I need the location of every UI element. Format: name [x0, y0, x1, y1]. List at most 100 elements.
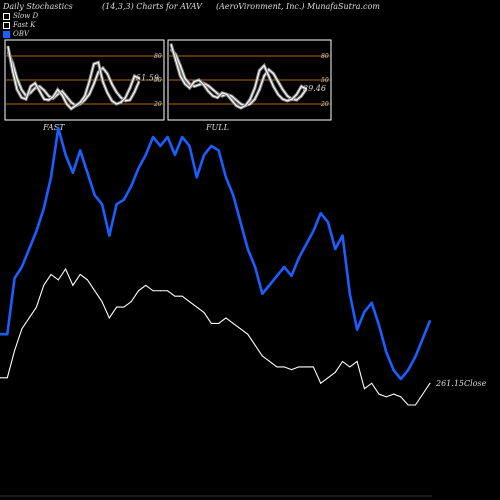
price-point: [123, 306, 125, 308]
price-point: [181, 295, 183, 297]
fast-stochastic-point: [189, 83, 191, 85]
slow-stochastic-point: [66, 103, 68, 105]
slow-stochastic-point: [52, 96, 54, 98]
slow-stochastic-point: [29, 85, 32, 87]
price-point: [269, 360, 271, 362]
slow-stochastic-point: [88, 81, 90, 83]
obv-point: [93, 194, 96, 197]
fast-stochastic-tick-label: 80: [321, 53, 329, 60]
price-point: [378, 393, 380, 395]
slow-stochastic-point: [84, 95, 86, 97]
obv-point: [130, 185, 132, 188]
price-point: [0, 377, 1, 379]
slow-stochastic-point: [57, 89, 59, 91]
fast-stochastic-point: [184, 77, 186, 79]
price-point: [174, 295, 176, 297]
slow-stochastic-point: [34, 87, 36, 89]
price-point: [363, 388, 365, 390]
slow-stochastic-point: [124, 100, 127, 102]
slow-stochastic-tick-label: 20: [153, 101, 162, 108]
fast-stochastic-point: [263, 75, 265, 77]
fast-stochastic-point: [277, 81, 279, 83]
fast-stochastic-point: [300, 95, 302, 97]
price-point: [57, 279, 59, 281]
obv-point: [159, 145, 162, 147]
slow-stochastic-point: [20, 89, 23, 91]
price-point: [385, 396, 387, 398]
slow-stochastic-point: [88, 93, 90, 95]
fast-stochastic-point: [300, 85, 302, 87]
obv-point: [254, 266, 256, 268]
fast-stochastic-point: [263, 65, 265, 67]
price-point: [422, 393, 424, 395]
slow-stochastic-point: [115, 91, 118, 93]
price-point: [298, 366, 300, 368]
slow-stochastic-point: [133, 91, 136, 93]
obv-point: [341, 234, 344, 237]
obv-point: [312, 230, 315, 232]
fast-stochastic-value-label: 39.46: [303, 84, 326, 93]
fast-stochastic-point: [216, 97, 219, 99]
fast-stochastic-point: [268, 69, 270, 71]
obv-point: [276, 275, 278, 277]
slow-stochastic-point: [97, 71, 99, 73]
fast-stochastic-point: [282, 89, 284, 91]
chart-header-center: (14,3,3) Charts for AVAV: [102, 2, 202, 11]
obv-point: [334, 248, 337, 250]
obv-point: [115, 203, 118, 205]
slow-stochastic-point: [84, 99, 86, 101]
price-point: [35, 306, 37, 308]
obv-point: [378, 324, 380, 327]
price-point: [167, 290, 169, 292]
slow-stochastic-point: [70, 108, 72, 110]
price-point: [414, 404, 416, 406]
price-point: [116, 306, 118, 308]
slow-stochastic-point: [29, 92, 32, 94]
fast-stochastic-point: [193, 85, 195, 87]
fast-stochastic-point: [296, 99, 298, 101]
obv-point: [152, 136, 154, 138]
fast-stochastic-point: [202, 84, 205, 86]
slow-stochastic-point: [133, 75, 136, 77]
fast-stochastic-point: [212, 95, 214, 97]
price-point: [305, 366, 307, 368]
price-point: [276, 366, 278, 368]
fast-stochastic-bottom-label: FULL: [205, 123, 229, 132]
fast-stochastic-point: [221, 95, 223, 97]
slow-stochastic-point: [129, 87, 131, 89]
obv-point: [86, 172, 89, 174]
price-point: [196, 306, 198, 308]
slow-stochastic-point: [43, 98, 45, 100]
price-point: [210, 322, 212, 324]
slow-stochastic-point: [120, 101, 122, 103]
fast-stochastic-point: [216, 93, 219, 95]
price-point: [218, 322, 220, 324]
obv-point: [64, 154, 67, 156]
price-point: [400, 396, 402, 398]
obv-point: [21, 266, 23, 268]
price-point: [6, 377, 8, 379]
price-point: [72, 284, 74, 286]
price-point: [188, 301, 190, 303]
obv-point: [298, 257, 300, 259]
obv-point: [35, 230, 38, 232]
slow-stochastic-point: [61, 90, 63, 92]
fast-stochastic-point: [249, 103, 251, 105]
fast-stochastic-point: [282, 98, 284, 100]
slow-stochastic-point: [106, 73, 108, 75]
fast-stochastic-point: [221, 92, 223, 94]
legend-swatch-fast-k: [3, 21, 10, 29]
slow-stochastic-point: [57, 93, 59, 95]
obv-point: [42, 207, 45, 210]
price-point: [349, 366, 351, 368]
price-point: [312, 366, 314, 368]
obv-point: [363, 310, 366, 313]
obv-point: [239, 221, 242, 223]
fast-stochastic-point: [235, 99, 237, 101]
obv-point: [210, 145, 213, 147]
obv-point: [407, 369, 409, 371]
fast-stochastic-point: [193, 81, 195, 83]
price-point: [254, 344, 256, 346]
fast-stochastic-point: [175, 59, 177, 61]
